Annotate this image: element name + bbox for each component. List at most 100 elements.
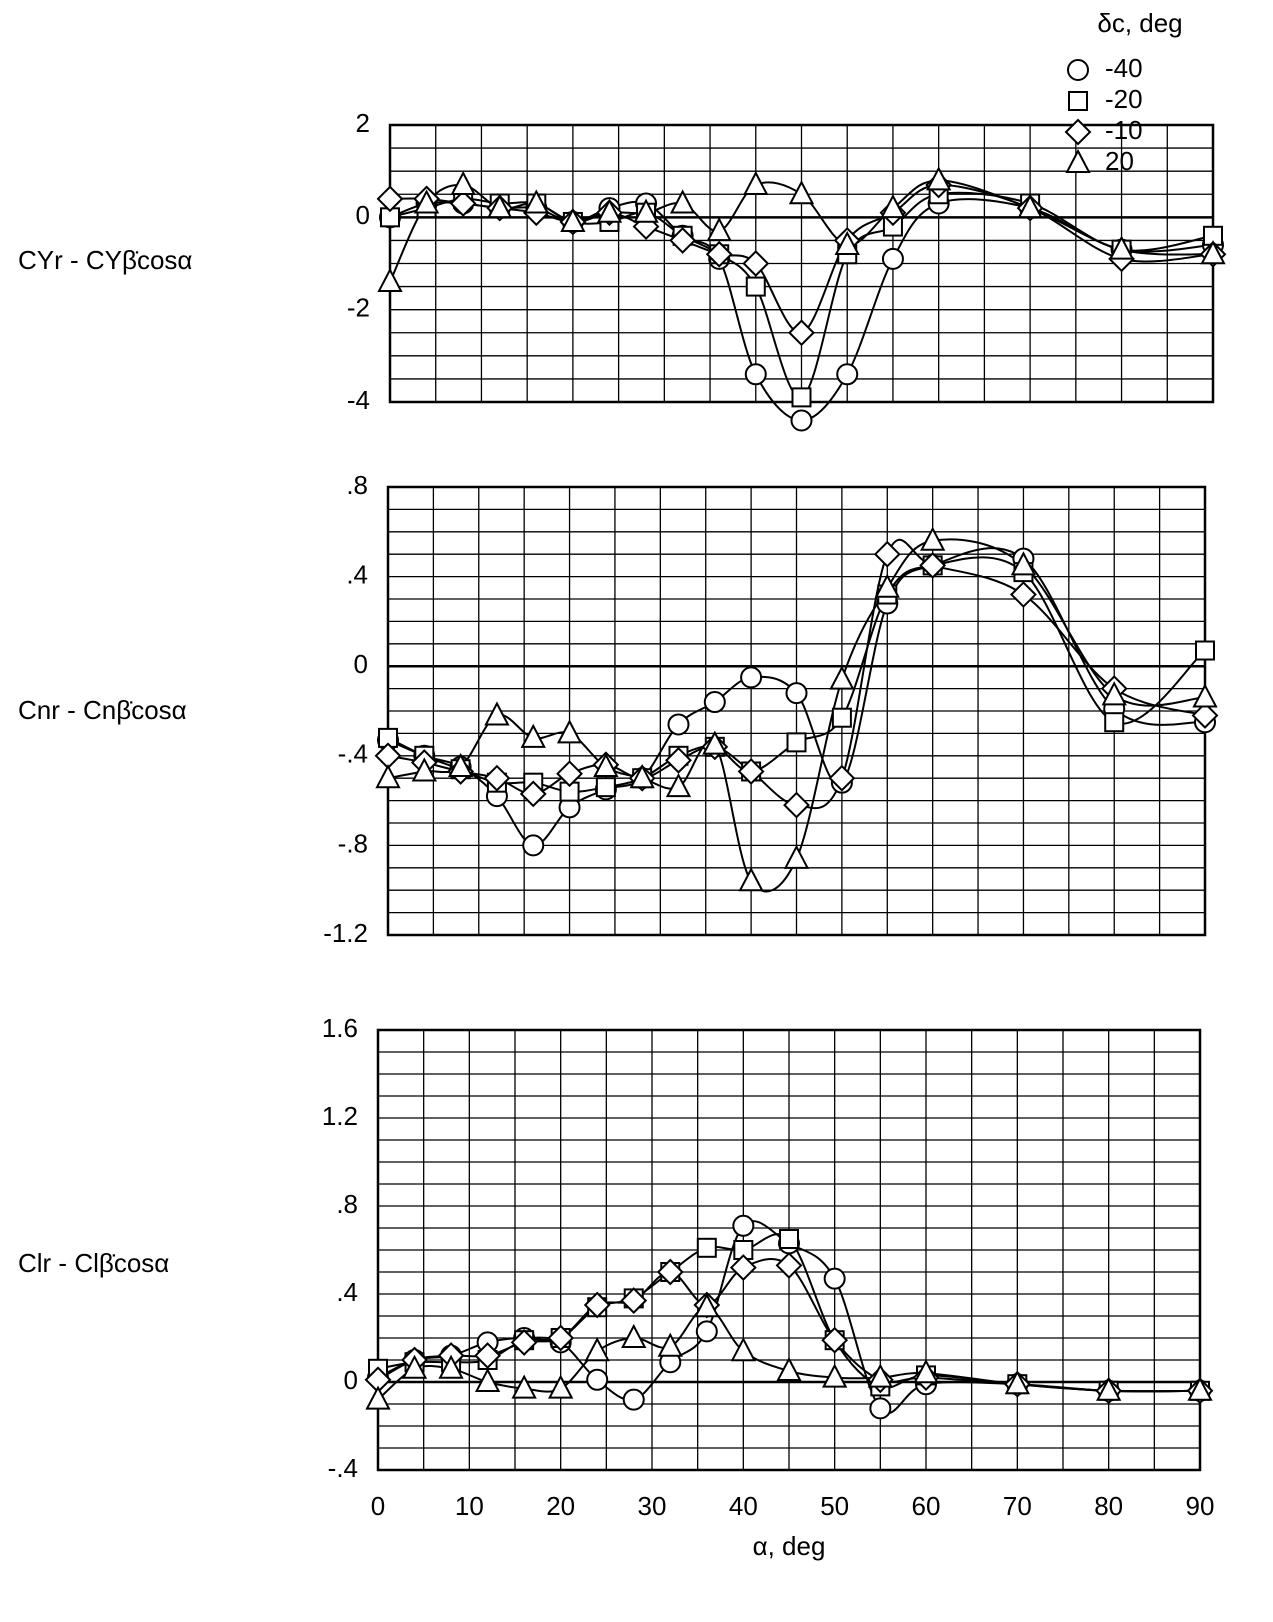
marker — [584, 1337, 610, 1362]
x-tick-label: 30 — [638, 1491, 667, 1521]
marker — [828, 764, 856, 792]
marker — [629, 764, 655, 789]
marker — [729, 1254, 757, 1282]
x-tick-label: 0 — [371, 1491, 385, 1521]
marker — [669, 227, 697, 254]
marker — [474, 1342, 502, 1370]
x-tick-label: 20 — [546, 1491, 575, 1521]
y-tick-label: 0 — [356, 200, 370, 230]
marker — [633, 198, 659, 223]
marker — [740, 666, 763, 689]
legend-marker — [1065, 148, 1091, 173]
marker — [919, 551, 947, 579]
marker — [823, 1267, 846, 1290]
y-tick-label: 1.2 — [322, 1101, 358, 1131]
x-tick-label: 60 — [912, 1491, 941, 1521]
marker — [788, 319, 815, 347]
marker — [510, 1328, 538, 1356]
y-tick-label: 0 — [354, 649, 368, 679]
marker — [834, 230, 860, 256]
marker — [595, 777, 616, 798]
marker — [738, 867, 764, 892]
legend-label: -10 — [1105, 115, 1143, 145]
legend-label: -40 — [1105, 53, 1143, 83]
marker — [776, 1356, 802, 1381]
marker — [867, 1363, 893, 1388]
y-tick-label: -4 — [347, 385, 370, 415]
marker — [694, 1293, 720, 1318]
y-tick-label: .8 — [346, 470, 368, 500]
marker — [775, 1251, 803, 1279]
marker — [831, 707, 852, 728]
marker — [881, 247, 904, 270]
legend-label: 20 — [1105, 146, 1134, 176]
marker — [926, 166, 952, 191]
marker — [730, 1337, 756, 1362]
marker — [732, 1214, 755, 1237]
marker — [511, 1374, 537, 1399]
y-tick-label: -2 — [347, 293, 370, 323]
marker — [869, 1397, 892, 1420]
marker — [665, 773, 692, 798]
marker — [411, 757, 437, 782]
marker — [696, 1237, 717, 1258]
marker — [560, 207, 586, 232]
x-axis-label: α, deg — [753, 1531, 826, 1561]
marker — [377, 267, 403, 292]
marker — [783, 791, 810, 819]
marker — [1187, 1376, 1213, 1401]
y-tick-label: 0 — [344, 1365, 358, 1395]
marker — [703, 691, 726, 714]
x-tick-label: 50 — [820, 1491, 849, 1521]
marker — [1200, 240, 1226, 265]
marker — [413, 189, 440, 214]
marker — [706, 217, 732, 242]
marker — [474, 1367, 501, 1392]
plot-frame — [376, 1028, 1202, 1472]
marker — [657, 1332, 683, 1357]
marker — [1004, 1370, 1030, 1395]
marker — [822, 1363, 848, 1388]
marker — [1010, 581, 1037, 608]
marker — [449, 190, 477, 217]
legend-title: δc, deg — [1097, 8, 1182, 38]
marker — [1104, 712, 1125, 733]
y-tick-label: -.4 — [338, 739, 368, 769]
marker — [788, 180, 815, 205]
marker — [702, 730, 728, 755]
marker — [596, 198, 623, 223]
marker — [1191, 702, 1219, 729]
x-tick-label: 90 — [1186, 1491, 1215, 1521]
marker — [547, 1324, 575, 1352]
marker — [786, 732, 807, 753]
marker — [745, 276, 766, 297]
marker — [1096, 1376, 1122, 1401]
marker — [548, 1374, 574, 1399]
y-tick-label: .4 — [336, 1277, 358, 1307]
marker — [705, 240, 733, 268]
marker — [620, 1287, 648, 1315]
marker — [874, 573, 900, 598]
marker — [737, 758, 765, 785]
marker — [667, 713, 690, 736]
marker — [583, 1291, 611, 1319]
marker — [519, 780, 547, 808]
marker — [836, 363, 859, 386]
marker — [556, 719, 583, 744]
marker — [1010, 551, 1037, 576]
legend-marker — [1067, 59, 1089, 81]
marker — [365, 1385, 391, 1410]
x-tick-label: 10 — [455, 1491, 484, 1521]
marker — [1192, 683, 1218, 708]
y-tick-label: .4 — [346, 559, 368, 589]
marker — [450, 170, 476, 196]
marker — [401, 1354, 428, 1379]
marker — [920, 526, 946, 551]
marker — [621, 1323, 647, 1348]
marker — [779, 1229, 799, 1249]
marker — [656, 1258, 684, 1286]
marker — [791, 387, 812, 408]
x-tick-label: 80 — [1094, 1491, 1123, 1521]
